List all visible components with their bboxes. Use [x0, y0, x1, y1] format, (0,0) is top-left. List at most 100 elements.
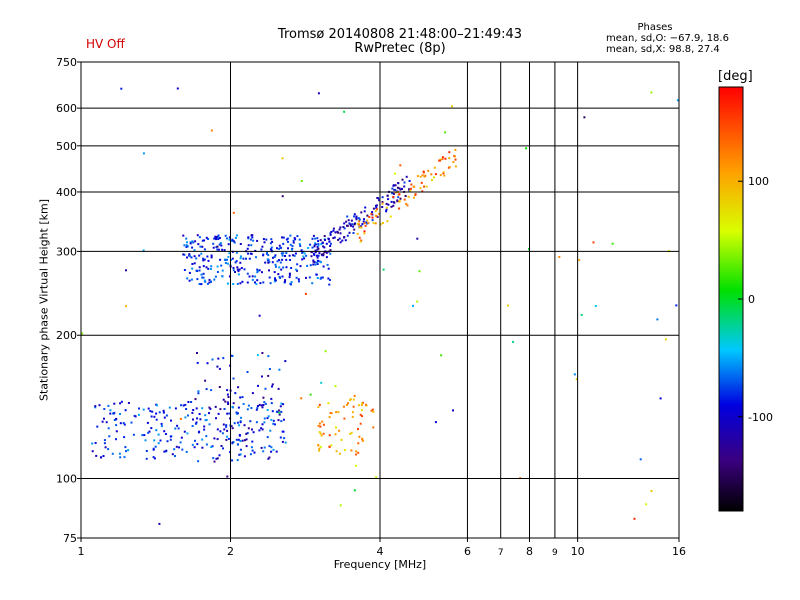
echo-point [147, 407, 150, 410]
echo-point [184, 403, 187, 406]
echo-point [343, 110, 346, 113]
echo-point [454, 158, 457, 161]
echo-point [239, 282, 242, 285]
echo-point [185, 246, 188, 248]
echo-point [358, 226, 361, 229]
echo-point [392, 204, 395, 207]
echo-point [180, 404, 182, 407]
echo-point [364, 403, 367, 406]
echo-point [201, 446, 204, 449]
echo-point [119, 413, 121, 415]
echo-point [382, 268, 385, 271]
echo-point [155, 412, 158, 415]
echo-point [258, 403, 261, 406]
echo-point [583, 116, 586, 119]
echo-point [200, 252, 203, 255]
echo-point [260, 427, 263, 430]
echo-point [379, 223, 382, 226]
echo-point [192, 409, 195, 411]
colorbar-ticks: 100 0 -100 [738, 175, 773, 424]
echo-point [169, 435, 172, 438]
echo-point [319, 425, 322, 428]
echo-point [281, 258, 284, 261]
echo-point [431, 179, 433, 182]
echo-point [318, 447, 321, 450]
echo-point [381, 196, 384, 199]
echo-point [210, 389, 213, 392]
echo-point [227, 396, 230, 398]
echo-point [327, 238, 330, 240]
echo-point [145, 457, 148, 460]
echo-point [433, 166, 436, 169]
echo-point [173, 448, 176, 451]
echo-point [318, 422, 321, 425]
echo-point [352, 398, 355, 401]
echo-point [370, 409, 373, 412]
echo-point [248, 275, 251, 278]
echo-point [328, 416, 331, 419]
echo-point [226, 401, 229, 404]
echo-point [280, 252, 283, 255]
echo-point [214, 405, 217, 408]
echo-point [448, 166, 451, 169]
echo-point [405, 202, 408, 205]
echo-point [362, 220, 365, 223]
echo-point [95, 454, 98, 457]
echo-point [263, 241, 266, 244]
echo-point [412, 304, 414, 307]
echo-point [282, 430, 285, 433]
echo-point [215, 235, 218, 238]
echo-point [149, 410, 152, 413]
echo-point [558, 256, 561, 258]
echo-point [182, 234, 185, 237]
echo-point [197, 460, 200, 463]
echo-point [280, 410, 283, 413]
echo-point [421, 174, 424, 177]
echo-point [371, 408, 374, 411]
echo-point [422, 171, 425, 174]
echo-point [226, 282, 229, 285]
echo-point [215, 246, 218, 249]
echo-point [115, 417, 118, 420]
echo-point [174, 427, 177, 430]
echo-point [147, 431, 150, 434]
echo-point [266, 436, 269, 439]
echo-point [316, 245, 319, 248]
echo-point [371, 216, 374, 219]
echo-point [594, 305, 597, 307]
echo-point [356, 232, 359, 235]
echo-point [309, 264, 312, 267]
echo-point [397, 196, 400, 199]
echo-point [314, 242, 317, 245]
echo-point [246, 432, 249, 435]
echo-point [184, 416, 187, 419]
echo-point [364, 206, 367, 209]
echo-point [375, 476, 378, 479]
echo-point [282, 242, 285, 245]
echo-point [279, 277, 282, 279]
echo-point [392, 196, 395, 198]
echo-point [328, 283, 331, 286]
echo-point [285, 258, 288, 261]
x-tick-label: 2 [227, 545, 234, 558]
echo-point [266, 417, 269, 420]
echo-point [507, 304, 510, 307]
echo-point [320, 243, 323, 246]
echo-point [226, 429, 229, 432]
echo-point [294, 252, 297, 255]
echo-point [346, 234, 349, 237]
x-tick-label: 8 [526, 545, 533, 558]
echo-point [130, 421, 133, 424]
echo-point [385, 202, 388, 205]
echo-point [317, 444, 320, 447]
echo-point [237, 406, 240, 409]
echo-point [304, 292, 307, 295]
echo-point [107, 427, 110, 430]
echo-point [169, 438, 172, 441]
echo-point [360, 211, 363, 214]
echo-point [266, 258, 269, 261]
echo-point [206, 362, 209, 365]
echo-point [215, 417, 217, 420]
echo-point [209, 268, 212, 270]
echo-point [148, 430, 151, 433]
